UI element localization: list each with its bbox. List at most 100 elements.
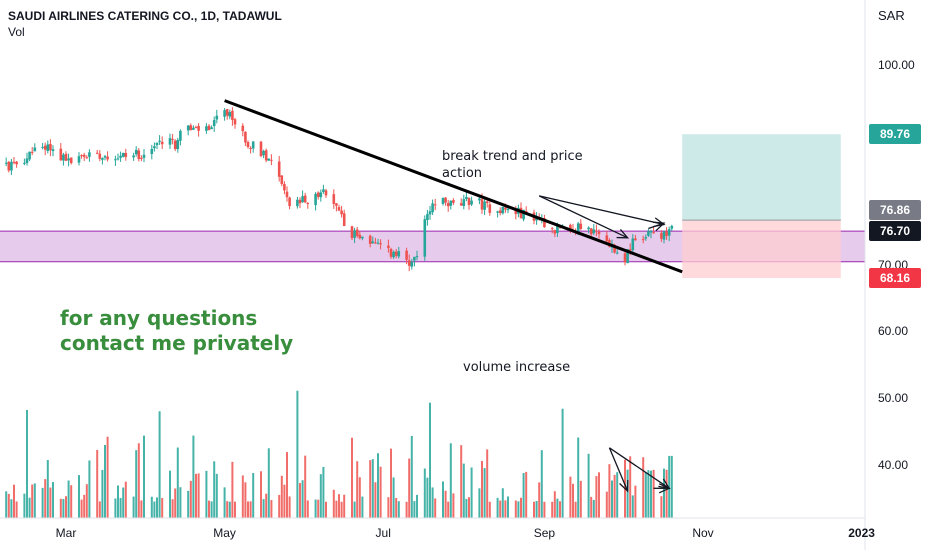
volume-bar — [260, 471, 262, 518]
candle — [426, 209, 429, 226]
contact-promo: for any questions contact me privately — [60, 306, 293, 356]
volume-bar — [161, 498, 164, 518]
candle — [428, 205, 432, 220]
candle — [142, 149, 146, 163]
volume-bar — [665, 469, 668, 518]
price-tick: 50.00 — [878, 391, 909, 405]
break-trend-line2: action — [442, 166, 483, 181]
candle — [374, 237, 377, 244]
volume-bar — [304, 455, 307, 518]
volume-bar — [231, 461, 234, 518]
candle — [631, 234, 635, 255]
candle — [207, 124, 211, 131]
volume-bar — [132, 496, 135, 518]
candle — [410, 258, 414, 270]
candle — [298, 197, 302, 209]
candle — [80, 154, 83, 159]
candle — [387, 239, 390, 253]
candle — [51, 145, 55, 157]
volume-bar — [520, 497, 522, 518]
volume-bar — [572, 483, 574, 518]
volume-bar — [101, 469, 104, 518]
volume-increase-annotation: volume increase — [463, 360, 571, 375]
candle — [223, 108, 226, 121]
promo-line-2: contact me privately — [60, 331, 294, 355]
volume-bar — [171, 499, 174, 518]
candle — [483, 196, 486, 216]
volume-bar — [85, 484, 88, 518]
downtrend-line[interactable] — [224, 99, 683, 274]
volume-bar — [319, 474, 322, 518]
candle — [231, 107, 234, 126]
stop-zone — [682, 220, 841, 279]
volume-bar — [179, 487, 182, 518]
volume-bar — [353, 501, 356, 518]
candle — [49, 139, 52, 157]
volume-bar — [135, 450, 138, 518]
volume-bar — [215, 473, 218, 518]
candle — [444, 197, 447, 206]
candle — [459, 198, 463, 207]
promo-line-1: for any questions — [60, 306, 258, 330]
price-label: 68.16 — [869, 268, 921, 289]
volume-bar — [41, 487, 44, 518]
volume-indicator-label[interactable]: Vol — [8, 25, 25, 39]
candle — [192, 125, 195, 131]
candle — [634, 234, 637, 241]
candle — [277, 155, 281, 182]
time-tick: 2023 — [848, 526, 875, 540]
volume-bar — [413, 501, 416, 518]
volume-bar — [343, 494, 346, 518]
candle — [241, 123, 245, 137]
candle — [251, 141, 255, 153]
volume-bar — [15, 501, 18, 518]
volume-bar — [449, 443, 452, 518]
volume-bar — [481, 460, 483, 518]
candle — [423, 215, 427, 261]
target-zone — [682, 134, 841, 221]
candle — [173, 139, 177, 152]
volume-bar — [358, 477, 361, 518]
volume-bar — [429, 402, 431, 518]
candle — [319, 189, 323, 202]
break-arrow-3-head — [652, 221, 666, 232]
volume-bar — [83, 494, 86, 518]
volume-bar — [652, 469, 655, 518]
volume-bar — [543, 501, 546, 518]
candle — [262, 149, 265, 159]
volume-bar — [397, 501, 400, 518]
volume-bar — [535, 500, 538, 518]
candle — [332, 189, 336, 209]
candle — [595, 224, 598, 237]
volume-bar — [88, 460, 91, 518]
price-axis-unit[interactable]: SAR — [878, 8, 905, 23]
break-trend-annotation: break trend and price action — [442, 148, 583, 182]
volume-bar — [442, 481, 444, 518]
symbol-title[interactable]: SAUDI AIRLINES CATERING CO., 1D, TADAWUL — [8, 9, 282, 23]
candle — [337, 204, 341, 212]
volume-bar — [296, 390, 299, 518]
candlesticks — [4, 107, 674, 272]
candle — [322, 184, 325, 194]
candle — [488, 201, 492, 216]
candle — [119, 151, 122, 162]
volume-bar — [31, 484, 34, 518]
candle — [316, 191, 320, 200]
candle — [579, 219, 583, 231]
volume-bar — [577, 437, 580, 518]
volume-bar — [587, 453, 590, 518]
candle — [353, 227, 356, 244]
volume-bar — [592, 499, 595, 518]
volume-bar — [137, 443, 140, 518]
time-tick: Jul — [375, 526, 391, 540]
volume-bar — [452, 493, 455, 518]
candle — [350, 225, 354, 240]
volume-bar — [514, 500, 517, 518]
candle — [64, 151, 68, 161]
volume-bar — [468, 497, 470, 518]
volume-bar — [629, 456, 632, 518]
volume-bar — [140, 500, 143, 518]
candle — [116, 153, 120, 161]
volume-bar — [143, 435, 145, 518]
